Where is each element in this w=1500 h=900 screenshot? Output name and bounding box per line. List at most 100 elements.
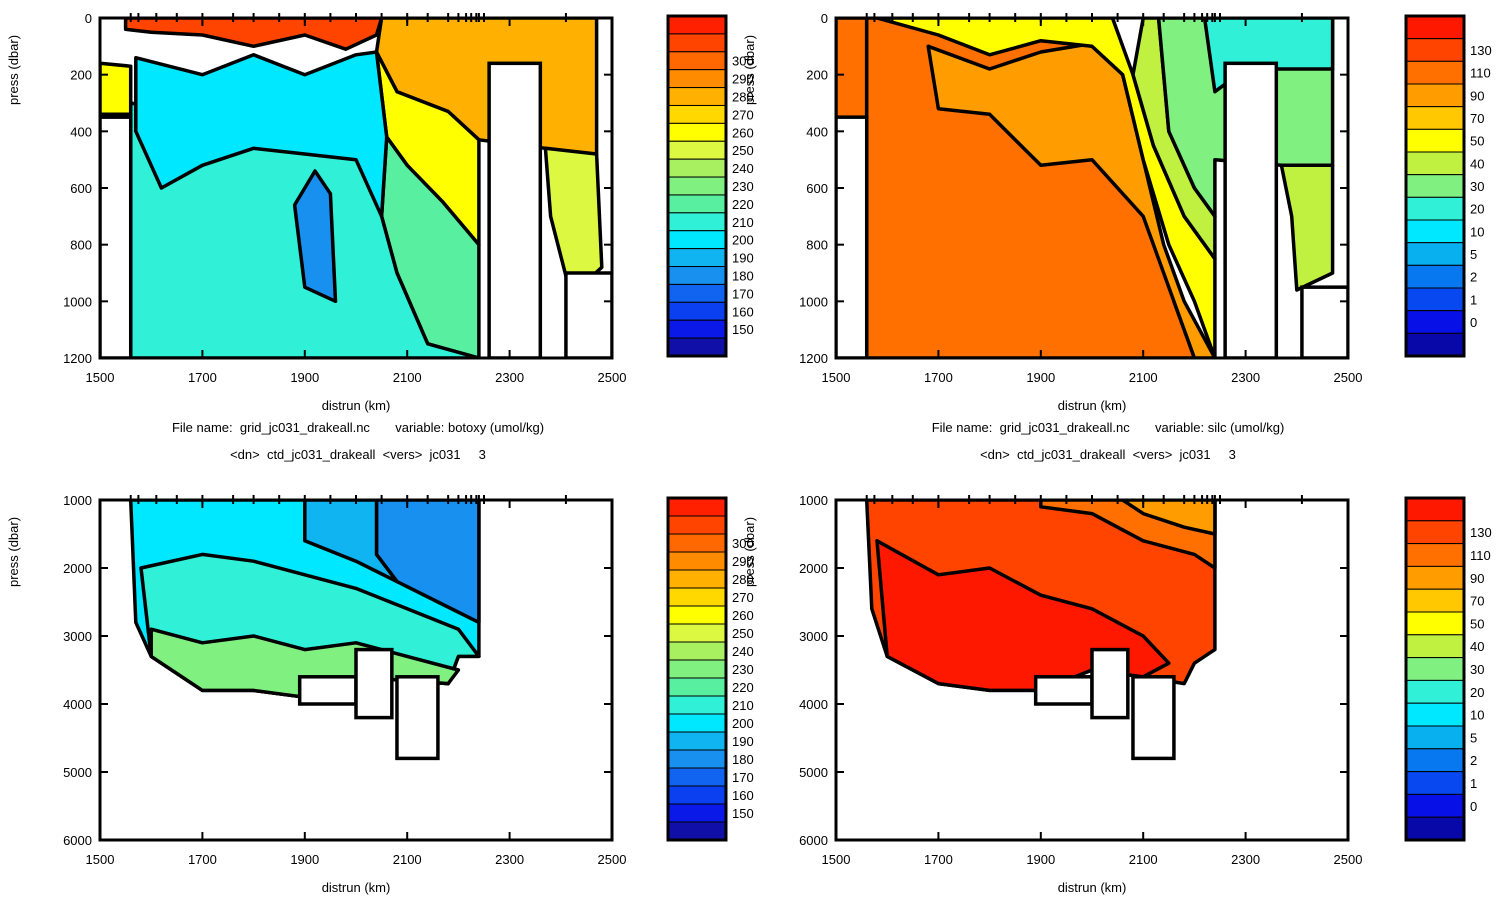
colorbar-swatch [667, 337, 727, 357]
x-tick-label: 2100 [393, 852, 422, 867]
y-tick-label: 1000 [63, 493, 92, 508]
colorbar-label: 0 [1470, 799, 1477, 814]
x-tick-label: 2500 [598, 370, 627, 385]
no-data-region [395, 675, 440, 761]
colorbar-label: 10 [1470, 708, 1484, 723]
x-tick-label: 2300 [495, 852, 524, 867]
colorbar-swatch [667, 319, 727, 339]
colorbar-swatch [667, 248, 727, 268]
colorbar-label: 20 [1470, 202, 1484, 217]
x-axis-label: distrun (km) [322, 880, 391, 895]
colorbar-frame [666, 14, 728, 358]
colorbar-label: 210 [732, 698, 754, 713]
y-tick-label: 3000 [63, 629, 92, 644]
y-axis-label: press (dbar) [742, 517, 757, 587]
y-tick-label: 5000 [799, 765, 828, 780]
colorbar-swatch [667, 122, 727, 142]
colorbar-swatch [667, 515, 727, 535]
colorbar-swatch [1405, 725, 1465, 750]
y-tick-label: 1000 [799, 493, 828, 508]
colorbar-swatch [1405, 657, 1465, 681]
colorbar-swatch [1405, 106, 1465, 130]
x-tick-label: 1900 [1026, 370, 1055, 385]
y-tick-label: 400 [70, 124, 92, 139]
colorbar-swatch [1405, 15, 1465, 40]
colorbar-label: 20 [1470, 685, 1484, 700]
x-tick-label: 1700 [188, 370, 217, 385]
y-axis-label: press (dbar) [742, 35, 757, 105]
colorbar-swatch [1405, 748, 1465, 773]
colorbar-swatch [667, 677, 727, 697]
contour-region [134, 50, 389, 219]
colorbar-swatch [1405, 128, 1465, 153]
colorbar-label: 270 [732, 107, 754, 122]
no-data-region [297, 675, 358, 706]
dn-info-right: <dn> ctd_jc031_drakeall <vers> jc031 3 [980, 447, 1236, 462]
y-tick-label: 1000 [63, 294, 92, 309]
colorbar-label: 2 [1470, 270, 1477, 285]
x-tick-label: 2100 [393, 370, 422, 385]
colorbar-swatch [1405, 196, 1465, 221]
x-tick-label: 1900 [1026, 852, 1055, 867]
y-tick-label: 0 [85, 11, 92, 26]
colorbar-swatch [1405, 520, 1465, 545]
colorbar-swatch [667, 695, 727, 715]
colorbar-label: 1 [1470, 776, 1477, 791]
colorbar-label: 200 [732, 716, 754, 731]
no-data-region [1131, 675, 1176, 761]
y-tick-label: 6000 [63, 833, 92, 848]
x-tick-label: 2300 [1231, 852, 1260, 867]
colorbar-label: 270 [732, 590, 754, 605]
colorbar-label: 40 [1470, 639, 1484, 654]
colorbar-label: 220 [732, 197, 754, 212]
y-tick-label: 1200 [63, 351, 92, 366]
contour-region [926, 41, 1217, 358]
colorbar-label: 250 [732, 143, 754, 158]
colorbar-label: 280 [732, 572, 754, 587]
colorbar-label: 50 [1470, 616, 1484, 631]
colorbar-label: 250 [732, 626, 754, 641]
colorbar-swatch [1405, 287, 1465, 312]
colorbar-swatch [1405, 679, 1465, 704]
colorbar-swatch [667, 803, 727, 823]
colorbar-label: 150 [732, 806, 754, 821]
colorbar: 150 160 170 180 190 200 210 220 230 240 250 260 270 2… [666, 496, 754, 842]
x-axis-label: distrun (km) [1058, 398, 1127, 413]
contour-region [1279, 163, 1335, 292]
colorbar-label: 50 [1470, 134, 1484, 149]
y-tick-label: 400 [806, 124, 828, 139]
colorbar-label: 110 [1470, 66, 1491, 81]
colorbar-swatch [1405, 264, 1465, 289]
y-axis-label: press (dbar) [6, 517, 21, 587]
colorbar-label: 90 [1470, 88, 1484, 103]
colorbar-swatch [1405, 83, 1465, 108]
colorbar-label: 190 [732, 734, 754, 749]
colorbar-swatch [667, 301, 727, 321]
y-tick-label: 600 [70, 181, 92, 196]
colorbar-swatch [667, 821, 727, 841]
colorbar-swatch [667, 266, 727, 285]
colorbar-swatch [1405, 611, 1465, 636]
colorbar-label: 130 [1470, 43, 1492, 58]
contour-field [836, 18, 1348, 358]
y-tick-label: 2000 [63, 561, 92, 576]
colorbar-label: 230 [732, 179, 754, 194]
colorbar-label: 300 [732, 54, 754, 69]
y-axis-label: press (dbar) [6, 35, 21, 105]
colorbar-swatch [1405, 634, 1465, 659]
colorbar-label: 240 [732, 644, 754, 659]
colorbar-swatch [667, 33, 727, 53]
file-info-left: File name: grid_jc031_drakeall.nc variab… [171, 420, 545, 435]
chart-top-right: 1500 1700 1900 2100 2300 25000200400600800100… [742, 11, 1492, 413]
colorbar-label: 130 [1470, 525, 1492, 540]
contour-region [292, 169, 338, 304]
y-tick-label: 2000 [799, 561, 828, 576]
colorbar-swatch [1405, 793, 1465, 818]
x-tick-label: 1700 [924, 852, 953, 867]
y-tick-label: 0 [821, 11, 828, 26]
colorbar: 0 1 2 5 10 20 30 40 50 70 90 110 130 [1404, 14, 1492, 358]
colorbar-swatch [667, 283, 727, 303]
colorbar-label: 70 [1470, 111, 1484, 126]
colorbar-swatch [667, 569, 727, 589]
